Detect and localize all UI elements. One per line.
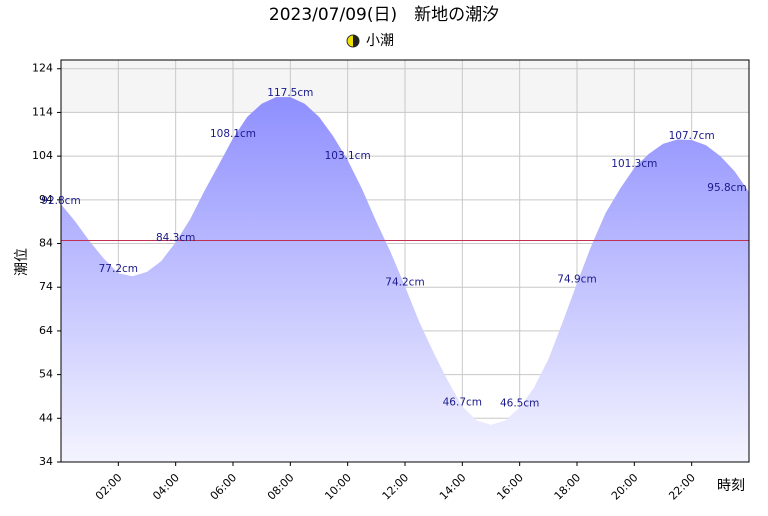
value-label: 46.7cm [443, 397, 482, 409]
x-tick-label: 04:00 [150, 471, 182, 503]
x-tick-label: 18:00 [552, 471, 584, 503]
value-label: 101.3cm [611, 158, 657, 170]
x-tick-label: 06:00 [208, 471, 240, 503]
tide-area [61, 97, 749, 463]
value-label: 107.7cm [669, 130, 715, 142]
y-tick-label: 44 [39, 411, 53, 424]
chart-title: 2023/07/09(日) 新地の潮汐 [269, 5, 499, 25]
value-label: 92.8cm [41, 195, 80, 207]
value-label: 74.2cm [385, 276, 424, 288]
x-tick-label: 20:00 [609, 471, 641, 503]
value-label: 103.1cm [325, 150, 371, 162]
y-axis-label: 潮位 [14, 248, 30, 276]
value-label: 46.5cm [500, 397, 539, 409]
value-label: 117.5cm [267, 87, 313, 99]
x-tick-label: 12:00 [380, 471, 412, 503]
value-label: 108.1cm [210, 128, 256, 140]
value-label: 84.3cm [156, 232, 195, 244]
plot-frame [60, 59, 750, 463]
x-tick-label: 22:00 [666, 471, 698, 503]
y-tick-label: 94 [39, 193, 53, 206]
y-tick-label: 54 [39, 368, 53, 381]
value-label: 74.9cm [557, 273, 596, 285]
x-tick-label: 16:00 [494, 471, 526, 503]
y-tick-label: 114 [32, 105, 53, 118]
y-tick-label: 84 [39, 237, 53, 250]
x-tick-label: 10:00 [322, 471, 354, 503]
x-axis-label: 時刻 [717, 478, 745, 494]
y-tick-label: 64 [39, 324, 53, 337]
moon-shadow [353, 35, 359, 47]
value-label: 77.2cm [99, 263, 138, 275]
y-tick-label: 74 [39, 280, 53, 293]
legend-label: 小潮 [366, 33, 394, 49]
value-label: 95.8cm [707, 182, 746, 194]
y-tick-label: 34 [39, 455, 53, 468]
x-tick-label: 02:00 [93, 471, 125, 503]
y-tick-label: 104 [32, 149, 53, 162]
x-tick-label: 14:00 [437, 471, 469, 503]
y-tick-label: 124 [32, 62, 53, 75]
x-tick-label: 08:00 [265, 471, 297, 503]
